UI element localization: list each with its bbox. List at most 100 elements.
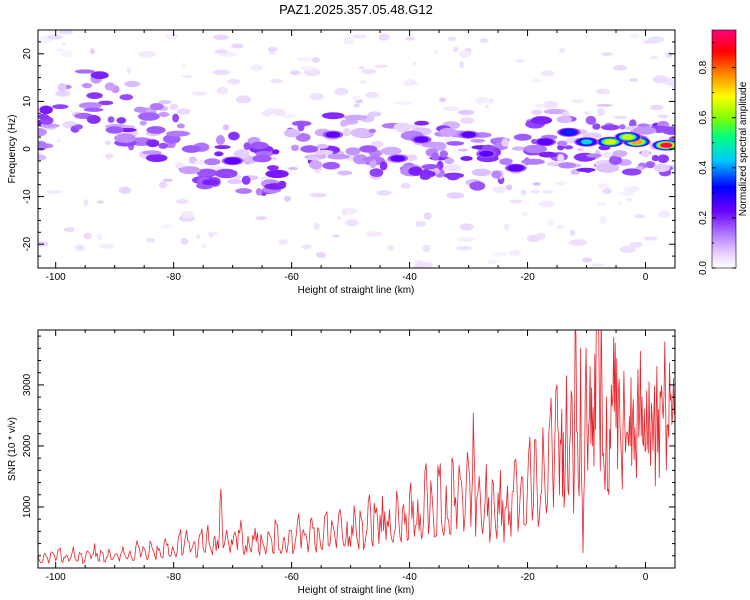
spectrogram-speckle (63, 227, 75, 232)
spectrogram-speckle (365, 91, 379, 99)
spectrogram-speckle (162, 178, 174, 182)
spectrogram-speckle (540, 70, 555, 77)
spectrogram-band-cell (612, 150, 628, 158)
snr-x-tick-label: -20 (520, 572, 535, 583)
spectrogram-speckle (556, 224, 565, 230)
spectrogram-speckle (126, 67, 131, 74)
spectrogram-band-cell (582, 132, 602, 139)
spectrogram-peak-level (300, 145, 319, 153)
spectrogram-band-cell (149, 103, 164, 111)
snr-x-tick-label: -40 (402, 572, 417, 583)
spectrogram-y-tick-label: 0 (22, 146, 33, 152)
spectrogram-speckle (332, 234, 340, 238)
spectrogram-peak-level (146, 126, 166, 134)
spectrogram-speckle (337, 170, 353, 176)
spectrogram-band-cell (531, 109, 543, 115)
spectrogram-speckle (602, 151, 613, 159)
spectrogram-speckle (288, 166, 298, 171)
spectrogram-speckle (165, 33, 179, 40)
spectrogram-speckle (491, 251, 508, 257)
spectrogram-band-cell (38, 140, 48, 151)
spectrogram-speckle (181, 61, 187, 70)
snr-y-tick-label: 2000 (22, 434, 33, 457)
spectrogram-band-cell (214, 168, 238, 179)
spectrogram-peak (614, 131, 642, 143)
spectrogram-peak (359, 145, 378, 153)
spectrogram-speckle (658, 78, 668, 83)
spectrogram-speckle (361, 68, 377, 75)
spectrogram-band-cell (142, 150, 162, 155)
spectrogram-speckle (158, 181, 168, 189)
spectrogram-band-cell (204, 158, 221, 166)
spectrogram-y-tick-label: 20 (22, 48, 33, 60)
spectrogram-peak-level (603, 139, 617, 145)
spectrogram-speckle (455, 246, 472, 251)
spectrogram-speckle (191, 91, 208, 96)
spectrogram-speckle (196, 234, 201, 239)
spectrogram-band-cell (491, 170, 502, 179)
spectrogram-speckle (457, 109, 475, 116)
spectrogram-speckle (281, 114, 297, 119)
spectrogram-speckle (277, 239, 289, 245)
spectrogram-band-cell (309, 160, 323, 170)
spectrogram-band-cell (469, 181, 486, 191)
spectrogram-speckle (212, 34, 230, 40)
spectrogram-band-cell (350, 127, 373, 138)
spectrogram-speckle (367, 111, 382, 117)
spectrogram-speckle (547, 161, 560, 167)
spectrogram-speckle (268, 51, 276, 55)
spectrogram-band-cell (98, 100, 114, 106)
spectrogram-speckle (358, 66, 365, 70)
spectrogram-speckle (345, 219, 359, 227)
spectrogram-x-tick-label: 0 (643, 272, 649, 283)
spectrogram-band-cell (419, 174, 431, 180)
spectrogram-speckle (158, 100, 172, 105)
spectrogram-speckle (250, 64, 263, 71)
spectrogram-speckle (526, 234, 541, 243)
spectrogram-speckle (376, 190, 392, 196)
spectrogram-band-cell (460, 156, 473, 161)
spectrogram-band-cell (538, 151, 558, 158)
spectrogram-speckle (405, 36, 415, 41)
spectrogram-speckle (569, 229, 576, 236)
spectrogram-band-cell (601, 124, 620, 131)
spectrogram-band-cell (609, 155, 622, 166)
spectrogram-band-cell (86, 92, 103, 99)
spectrogram-band-cell (316, 144, 329, 149)
spectrogram-speckle (538, 200, 555, 208)
spectrogram-peak-level (224, 157, 242, 165)
spectrogram-speckle (359, 80, 367, 84)
snr-x-tick-label: -60 (284, 572, 299, 583)
spectrogram-speckle (602, 188, 612, 195)
spectrogram-peak (504, 163, 527, 173)
colorbar-tick-label: 0.8 (698, 60, 709, 74)
spectrogram-speckle (343, 37, 355, 45)
spectrogram-speckle (452, 46, 459, 53)
spectrogram-speckle (181, 211, 194, 219)
spectrogram-x-tick-label: -100 (46, 272, 66, 283)
spectrogram-speckle (599, 216, 607, 224)
spectrogram-band-cell (291, 144, 299, 151)
snr-plot-area (38, 330, 675, 568)
snr-x-tick-label: 0 (643, 572, 649, 583)
colorbar-ticks: 0.0 0.2 0.4 0.6 0.8 (698, 42, 736, 275)
spectrogram-band-cell (511, 146, 526, 151)
spectrogram-speckle (623, 185, 640, 193)
spectrogram-band-cell (265, 169, 289, 179)
spectrogram-x-tick-label: -40 (402, 272, 417, 283)
spectrogram-band-cell (369, 168, 384, 178)
snr-y-label: SNR (10 * v/v) (7, 417, 18, 481)
spectrogram-speckle (619, 245, 637, 254)
spectrogram-x-label: Height of straight line (km) (298, 285, 415, 296)
spectrogram-speckle (316, 251, 327, 259)
spectrogram-peak (105, 126, 124, 134)
spectrogram-speckle (334, 87, 349, 96)
spectrogram-speckle (365, 231, 383, 237)
spectrogram-speckle (410, 124, 419, 129)
spectrogram-band-cell (137, 112, 160, 121)
spectrogram-band-cell (81, 82, 93, 89)
spectrogram-speckle (509, 249, 522, 256)
spectrogram-speckle (514, 59, 526, 63)
spectrogram-peak (652, 139, 675, 151)
spectrogram-speckle (46, 189, 63, 194)
